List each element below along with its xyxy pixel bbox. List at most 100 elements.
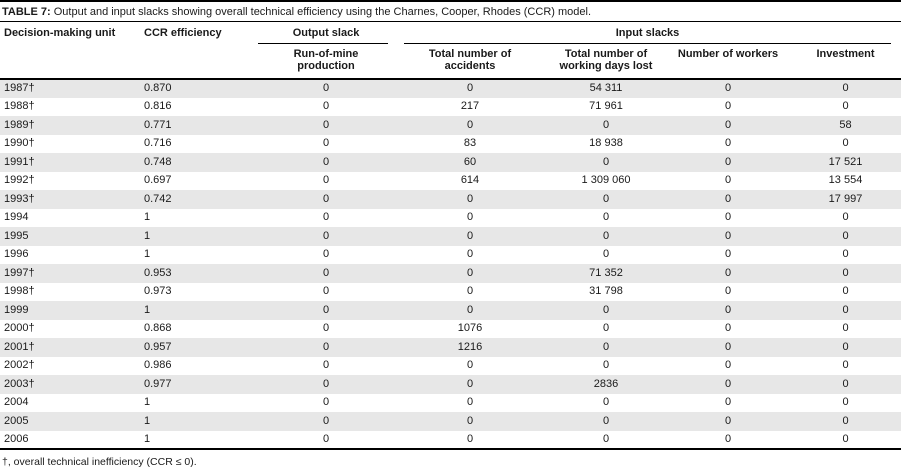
cell-number-of-workers: 0 — [724, 155, 732, 168]
cell-total-accidents: 60 — [463, 155, 477, 168]
cell-ccr-efficiency: 0.742 — [144, 192, 172, 205]
table-row: 1995 1 0 0 0 0 0 — [0, 227, 901, 246]
cell-investment: 0 — [842, 266, 849, 279]
cell-ccr-efficiency: 0.816 — [144, 100, 172, 113]
cell-decision-making-unit: 1988† — [4, 100, 35, 113]
cell-total-accidents: 0 — [466, 377, 474, 390]
cell-run-of-mine-production: 0 — [322, 100, 330, 113]
cell-investment: 0 — [842, 100, 849, 113]
cell-investment: 0 — [842, 137, 849, 150]
cell-decision-making-unit: 2003† — [4, 377, 35, 390]
cell-run-of-mine-production: 0 — [322, 285, 330, 298]
cell-total-accidents: 1076 — [457, 322, 483, 335]
cell-number-of-workers: 0 — [724, 359, 732, 372]
cell-run-of-mine-production: 0 — [322, 322, 330, 335]
cell-decision-making-unit: 1990† — [4, 137, 35, 150]
cell-working-days-lost: 0 — [602, 118, 610, 131]
cell-working-days-lost: 2836 — [593, 377, 619, 390]
table-row: 1992† 0.697 0 614 1 309 060 0 13 554 — [0, 172, 901, 191]
cell-number-of-workers: 0 — [724, 396, 732, 409]
cell-working-days-lost: 0 — [602, 414, 610, 427]
cell-investment: 0 — [842, 229, 849, 242]
cell-total-accidents: 0 — [466, 192, 474, 205]
header-total-accidents: Total number of accidents — [428, 48, 512, 72]
cell-decision-making-unit: 1997† — [4, 266, 35, 279]
cell-ccr-efficiency: 0.977 — [144, 377, 172, 390]
cell-ccr-efficiency: 0.697 — [144, 174, 172, 187]
input-slacks-rule — [404, 43, 892, 44]
table-row: 2000† 0.868 0 1076 0 0 0 — [0, 320, 901, 339]
cell-number-of-workers: 0 — [724, 229, 732, 242]
cell-total-accidents: 0 — [466, 266, 474, 279]
cell-total-accidents: 614 — [460, 174, 480, 187]
slacks-table: Decision-making unit CCR efficiency Outp… — [0, 22, 901, 450]
cell-number-of-workers: 0 — [724, 266, 732, 279]
cell-run-of-mine-production: 0 — [322, 359, 330, 372]
cell-investment: 0 — [842, 211, 849, 224]
cell-investment: 0 — [842, 303, 849, 316]
cell-working-days-lost: 0 — [602, 248, 610, 261]
cell-decision-making-unit: 2006 — [4, 432, 29, 445]
header-number-of-workers: Number of workers — [677, 48, 779, 60]
cell-investment: 0 — [842, 82, 849, 95]
cell-total-accidents: 0 — [466, 82, 474, 95]
cell-working-days-lost: 0 — [602, 192, 610, 205]
cell-total-accidents: 83 — [463, 137, 477, 150]
cell-ccr-efficiency: 0.986 — [144, 359, 172, 372]
cell-investment: 58 — [839, 118, 852, 131]
cell-run-of-mine-production: 0 — [322, 174, 330, 187]
cell-run-of-mine-production: 0 — [322, 432, 330, 445]
cell-total-accidents: 0 — [466, 359, 474, 372]
cell-decision-making-unit: 2005 — [4, 414, 29, 427]
header-run-of-mine-production: Run-of-mine production — [293, 48, 359, 72]
cell-total-accidents: 0 — [466, 285, 474, 298]
cell-run-of-mine-production: 0 — [322, 211, 330, 224]
cell-investment: 17 997 — [828, 192, 863, 205]
table-header: Decision-making unit CCR efficiency Outp… — [0, 22, 901, 79]
cell-working-days-lost: 0 — [602, 432, 610, 445]
cell-total-accidents: 0 — [466, 211, 474, 224]
cell-investment: 0 — [842, 396, 849, 409]
cell-working-days-lost: 71 352 — [589, 266, 623, 279]
table-row: 1994 1 0 0 0 0 0 — [0, 209, 901, 228]
cell-ccr-efficiency: 1 — [144, 396, 151, 409]
cell-investment: 0 — [842, 322, 849, 335]
cell-decision-making-unit: 2002† — [4, 359, 35, 372]
cell-total-accidents: 0 — [466, 414, 474, 427]
header-output-slack-group: Output slack — [258, 22, 394, 44]
table-row: 1998† 0.973 0 0 31 798 0 0 — [0, 283, 901, 302]
cell-run-of-mine-production: 0 — [322, 266, 330, 279]
cell-total-accidents: 0 — [466, 396, 474, 409]
table-row: 1991† 0.748 0 60 0 0 17 521 — [0, 153, 901, 172]
cell-working-days-lost: 0 — [602, 229, 610, 242]
cell-investment: 0 — [842, 340, 849, 353]
cell-ccr-efficiency: 1 — [144, 211, 151, 224]
cell-number-of-workers: 0 — [724, 303, 732, 316]
table-row: 1989† 0.771 0 0 0 0 58 — [0, 116, 901, 135]
header-input-slacks-group: Input slacks — [394, 22, 901, 44]
cell-ccr-efficiency: 0.953 — [144, 266, 172, 279]
cell-run-of-mine-production: 0 — [322, 396, 330, 409]
table-row: 1993† 0.742 0 0 0 0 17 997 — [0, 190, 901, 209]
output-slack-rule — [258, 43, 388, 44]
cell-decision-making-unit: 1989† — [4, 118, 35, 131]
table-title-text: Output and input slacks showing overall … — [53, 6, 591, 18]
cell-investment: 0 — [842, 359, 849, 372]
cell-working-days-lost: 0 — [602, 359, 610, 372]
cell-number-of-workers: 0 — [724, 248, 732, 261]
cell-ccr-efficiency: 1 — [144, 432, 151, 445]
table-row: 2002† 0.986 0 0 0 0 0 — [0, 357, 901, 376]
cell-total-accidents: 0 — [466, 229, 474, 242]
cell-ccr-efficiency: 0.771 — [144, 118, 172, 131]
cell-working-days-lost: 0 — [602, 303, 610, 316]
cell-decision-making-unit: 1991† — [4, 155, 35, 168]
cell-total-accidents: 0 — [466, 118, 474, 131]
cell-number-of-workers: 0 — [724, 192, 732, 205]
cell-number-of-workers: 0 — [724, 414, 732, 427]
table-row: 1999 1 0 0 0 0 0 — [0, 301, 901, 320]
cell-decision-making-unit: 1993† — [4, 192, 35, 205]
cell-number-of-workers: 0 — [724, 285, 732, 298]
table-row: 2003† 0.977 0 0 2836 0 0 — [0, 375, 901, 394]
cell-ccr-efficiency: 0.957 — [144, 340, 172, 353]
cell-ccr-efficiency: 0.868 — [144, 322, 172, 335]
